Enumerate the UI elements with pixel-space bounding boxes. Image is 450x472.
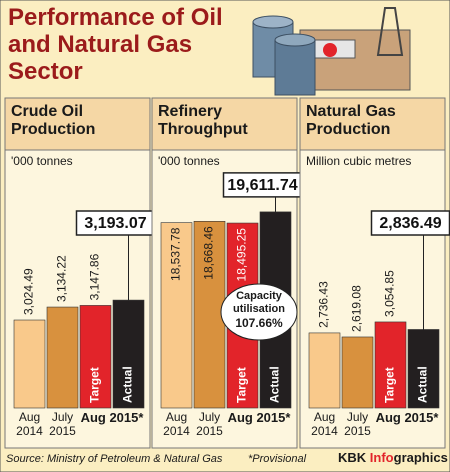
bar-category-label: Target <box>88 367 102 403</box>
bar <box>341 336 374 409</box>
illustration <box>252 7 411 96</box>
x-tick-label: Aug 2014 <box>16 410 43 438</box>
barrel <box>274 39 316 96</box>
x-tick-label: Aug 2014 <box>311 410 338 438</box>
charts: 3,024.49 3,134.22 Target 3,147.86 Actual 3,19… <box>4 97 450 449</box>
value-label: 3,054.85 <box>383 270 397 317</box>
barrel-top <box>274 33 316 47</box>
panel-title: Refinery Throughput <box>158 103 248 139</box>
note: *Provisional <box>248 453 307 465</box>
value-label: 18,668.46 <box>202 226 216 280</box>
panel-header <box>299 97 446 151</box>
x-tick-label: July 2015 <box>344 410 371 438</box>
value-label: 3,147.86 <box>88 253 102 300</box>
bar <box>112 299 145 409</box>
rig-logo <box>323 43 337 57</box>
panel-title: Crude Oil Production <box>11 103 96 139</box>
bar-category-label: Actual <box>121 366 135 403</box>
credit-part: Info <box>369 450 394 465</box>
main-title: Performance of Oil and Natural Gas Secto… <box>8 4 223 85</box>
bar <box>407 329 440 409</box>
callout-box <box>222 172 303 198</box>
credit-part: graphics <box>393 450 448 465</box>
value-label: 3,193.07 <box>84 215 146 232</box>
platform <box>299 29 411 91</box>
rig-tower <box>376 7 404 56</box>
bar <box>374 321 407 409</box>
panel-subtitle: Million cubic metres <box>306 154 412 168</box>
annotation-value: 107.66% <box>235 316 283 330</box>
group-label: Aug 2015* <box>375 410 439 425</box>
value-label: 2,836.49 <box>379 215 441 232</box>
group-label: Aug 2015* <box>80 410 144 425</box>
panel-header <box>4 97 151 151</box>
bar <box>79 305 112 409</box>
bar <box>193 221 226 409</box>
annotation: Capacity utilisation <box>233 290 285 315</box>
bar-category-label: Actual <box>416 366 430 403</box>
bar <box>160 222 193 409</box>
panel-subtitle: '000 tonnes <box>11 154 73 168</box>
credit-part: KBK <box>338 450 367 465</box>
value-label: 2,619.08 <box>350 285 364 332</box>
callout-box <box>370 210 450 236</box>
group-label: Aug 2015* <box>227 410 291 425</box>
credit: KBK Infographics <box>338 450 448 466</box>
x-tick-label: July 2015 <box>49 410 76 438</box>
bar-category-label: Actual <box>268 366 282 403</box>
bar <box>46 306 79 409</box>
panel-header <box>151 97 298 151</box>
panel-subtitle: '000 tonnes <box>158 154 220 168</box>
annotation-bubble <box>220 283 298 341</box>
panel-title: Natural Gas Production <box>306 103 396 139</box>
value-label: 3,024.49 <box>22 268 36 315</box>
bar <box>13 319 46 409</box>
value-label: 2,736.43 <box>317 281 331 328</box>
callout-box <box>75 210 156 236</box>
value-label: 3,134.22 <box>55 255 69 302</box>
x-tick-label: July 2015 <box>196 410 223 438</box>
bar <box>308 332 341 409</box>
barrel-top <box>252 15 294 29</box>
value-label: 19,611.74 <box>227 177 297 194</box>
bar-category-label: Target <box>383 367 397 403</box>
source: Source: Ministry of Petroleum & Natural … <box>6 453 223 465</box>
value-label: 18,495.25 <box>235 228 249 282</box>
value-label: 18,537.78 <box>169 227 183 281</box>
x-tick-label: Aug 2014 <box>163 410 190 438</box>
bar-category-label: Target <box>235 367 249 403</box>
